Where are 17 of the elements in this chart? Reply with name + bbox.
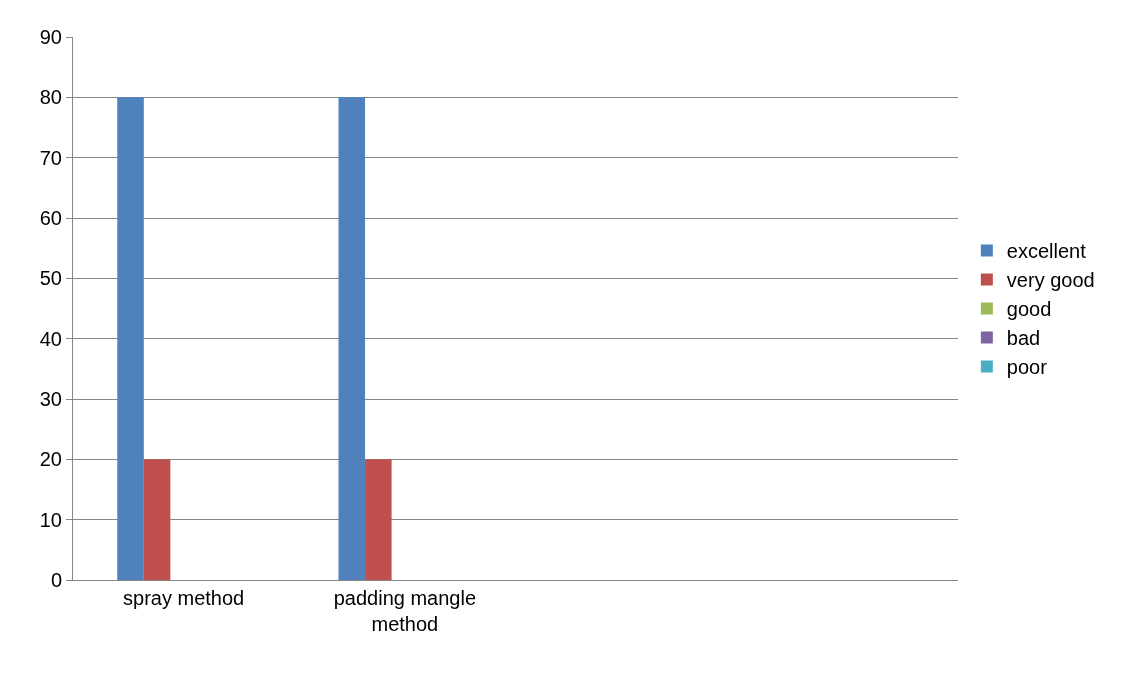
y-tick-label: 80	[39, 86, 62, 109]
y-tick-label: 0	[50, 569, 62, 591]
legend-label: excellent	[1006, 240, 1087, 263]
legend-label: bad	[1006, 327, 1041, 350]
y-tick-label: 30	[39, 388, 62, 410]
x-tick-label: padding mangle method	[333, 587, 477, 635]
y-tick-label: 50	[39, 267, 62, 290]
y-tick-label: 90	[39, 26, 62, 48]
legend-label: good	[1006, 298, 1052, 321]
legend-label: poor	[1006, 356, 1048, 379]
y-tick-label: 10	[39, 508, 62, 531]
x-tick-label: spray method	[123, 587, 245, 609]
y-tick-label: 40	[39, 327, 62, 350]
y-tick-label: 60	[39, 207, 62, 229]
legend-label: very good	[1006, 269, 1095, 292]
y-tick-label: 20	[39, 448, 62, 471]
y-tick-label: 70	[39, 146, 62, 169]
